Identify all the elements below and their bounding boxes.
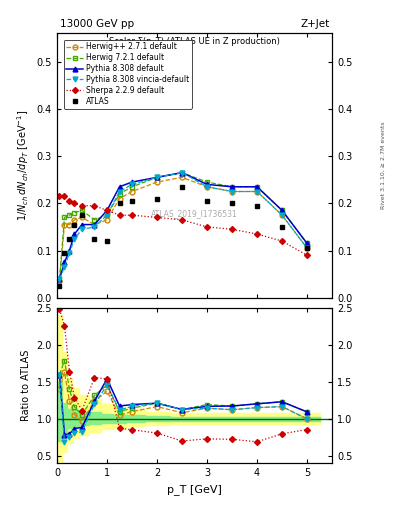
Herwig++ 2.7.1 default [57,278,62,284]
Herwig++ 2.7.1 default [305,245,309,251]
Legend: Herwig++ 2.7.1 default, Herwig 7.2.1 default, Pythia 8.308 default, Pythia 8.308: Herwig++ 2.7.1 default, Herwig 7.2.1 def… [64,40,192,109]
Herwig 7.2.1 default [280,207,285,214]
Pythia 8.308 vincia-default [57,276,62,282]
Herwig 7.2.1 default [117,191,122,197]
Line: Pythia 8.308 default: Pythia 8.308 default [57,170,310,281]
Herwig 7.2.1 default [105,212,109,218]
Sherpa 2.2.9 default [155,215,160,221]
Text: 13000 GeV pp: 13000 GeV pp [60,19,134,29]
Pythia 8.308 default [92,222,97,228]
Pythia 8.308 vincia-default [130,181,134,187]
Herwig++ 2.7.1 default [105,217,109,223]
X-axis label: p_T [GeV]: p_T [GeV] [167,484,222,495]
Pythia 8.308 vincia-default [117,188,122,195]
Herwig 7.2.1 default [57,276,62,282]
Herwig 7.2.1 default [305,241,309,247]
Herwig 7.2.1 default [155,174,160,180]
Pythia 8.308 vincia-default [255,188,259,195]
Pythia 8.308 default [57,276,62,282]
Pythia 8.308 default [105,207,109,214]
Herwig++ 2.7.1 default [155,179,160,185]
Sherpa 2.2.9 default [62,193,67,199]
Herwig 7.2.1 default [67,212,72,218]
Herwig++ 2.7.1 default [280,212,285,218]
Herwig 7.2.1 default [92,217,97,223]
Pythia 8.308 vincia-default [67,250,72,256]
Text: ATLAS_2019_I1736531: ATLAS_2019_I1736531 [151,208,238,218]
Sherpa 2.2.9 default [205,224,209,230]
Pythia 8.308 vincia-default [62,264,67,270]
Line: Herwig++ 2.7.1 default: Herwig++ 2.7.1 default [57,175,310,284]
Pythia 8.308 vincia-default [92,224,97,230]
Y-axis label: Ratio to ATLAS: Ratio to ATLAS [21,350,31,421]
Pythia 8.308 vincia-default [305,245,309,251]
Pythia 8.308 default [80,222,84,228]
Pythia 8.308 vincia-default [72,236,77,242]
Herwig++ 2.7.1 default [230,188,234,195]
Herwig 7.2.1 default [230,184,234,190]
Sherpa 2.2.9 default [117,212,122,218]
Herwig++ 2.7.1 default [67,222,72,228]
Herwig++ 2.7.1 default [72,217,77,223]
Sherpa 2.2.9 default [305,252,309,259]
Sherpa 2.2.9 default [105,207,109,214]
Herwig++ 2.7.1 default [92,222,97,228]
Herwig++ 2.7.1 default [130,188,134,195]
Pythia 8.308 default [67,247,72,253]
Sherpa 2.2.9 default [130,212,134,218]
Pythia 8.308 vincia-default [205,184,209,190]
Sherpa 2.2.9 default [92,203,97,209]
Pythia 8.308 default [180,169,184,176]
Pythia 8.308 vincia-default [80,226,84,232]
Pythia 8.308 default [155,174,160,180]
Herwig++ 2.7.1 default [205,184,209,190]
Text: Z+Jet: Z+Jet [300,19,329,29]
Text: Rivet 3.1.10, ≥ 2.7M events: Rivet 3.1.10, ≥ 2.7M events [381,122,386,209]
Herwig++ 2.7.1 default [80,215,84,221]
Herwig 7.2.1 default [130,184,134,190]
Herwig++ 2.7.1 default [117,196,122,202]
Sherpa 2.2.9 default [67,198,72,204]
Herwig++ 2.7.1 default [62,222,67,228]
Line: Pythia 8.308 vincia-default: Pythia 8.308 vincia-default [57,170,310,281]
Pythia 8.308 default [205,181,209,187]
Sherpa 2.2.9 default [180,217,184,223]
Herwig++ 2.7.1 default [180,174,184,180]
Pythia 8.308 default [117,184,122,190]
Pythia 8.308 default [130,179,134,185]
Herwig++ 2.7.1 default [255,188,259,195]
Pythia 8.308 vincia-default [180,169,184,176]
Herwig 7.2.1 default [205,179,209,185]
Pythia 8.308 default [72,231,77,237]
Sherpa 2.2.9 default [57,193,62,199]
Sherpa 2.2.9 default [255,231,259,237]
Pythia 8.308 default [255,184,259,190]
Pythia 8.308 vincia-default [230,188,234,195]
Sherpa 2.2.9 default [280,238,285,244]
Pythia 8.308 default [305,241,309,247]
Herwig 7.2.1 default [255,184,259,190]
Pythia 8.308 default [280,207,285,214]
Herwig 7.2.1 default [80,207,84,214]
Pythia 8.308 default [62,259,67,265]
Text: Scalar Σ(p_T) (ATLAS UE in Z production): Scalar Σ(p_T) (ATLAS UE in Z production) [109,37,280,46]
Sherpa 2.2.9 default [230,226,234,232]
Herwig 7.2.1 default [180,169,184,176]
Sherpa 2.2.9 default [80,203,84,209]
Herwig 7.2.1 default [62,215,67,221]
Sherpa 2.2.9 default [72,200,77,206]
Line: Herwig 7.2.1 default: Herwig 7.2.1 default [57,170,310,281]
Pythia 8.308 default [230,184,234,190]
Herwig 7.2.1 default [72,210,77,216]
Line: Sherpa 2.2.9 default: Sherpa 2.2.9 default [57,194,309,258]
Y-axis label: $1/N_{ch}\,dN_{ch}/dp_T$ [GeV$^{-1}$]: $1/N_{ch}\,dN_{ch}/dp_T$ [GeV$^{-1}$] [15,110,31,221]
Pythia 8.308 vincia-default [155,174,160,180]
Pythia 8.308 vincia-default [105,212,109,218]
Pythia 8.308 vincia-default [280,212,285,218]
